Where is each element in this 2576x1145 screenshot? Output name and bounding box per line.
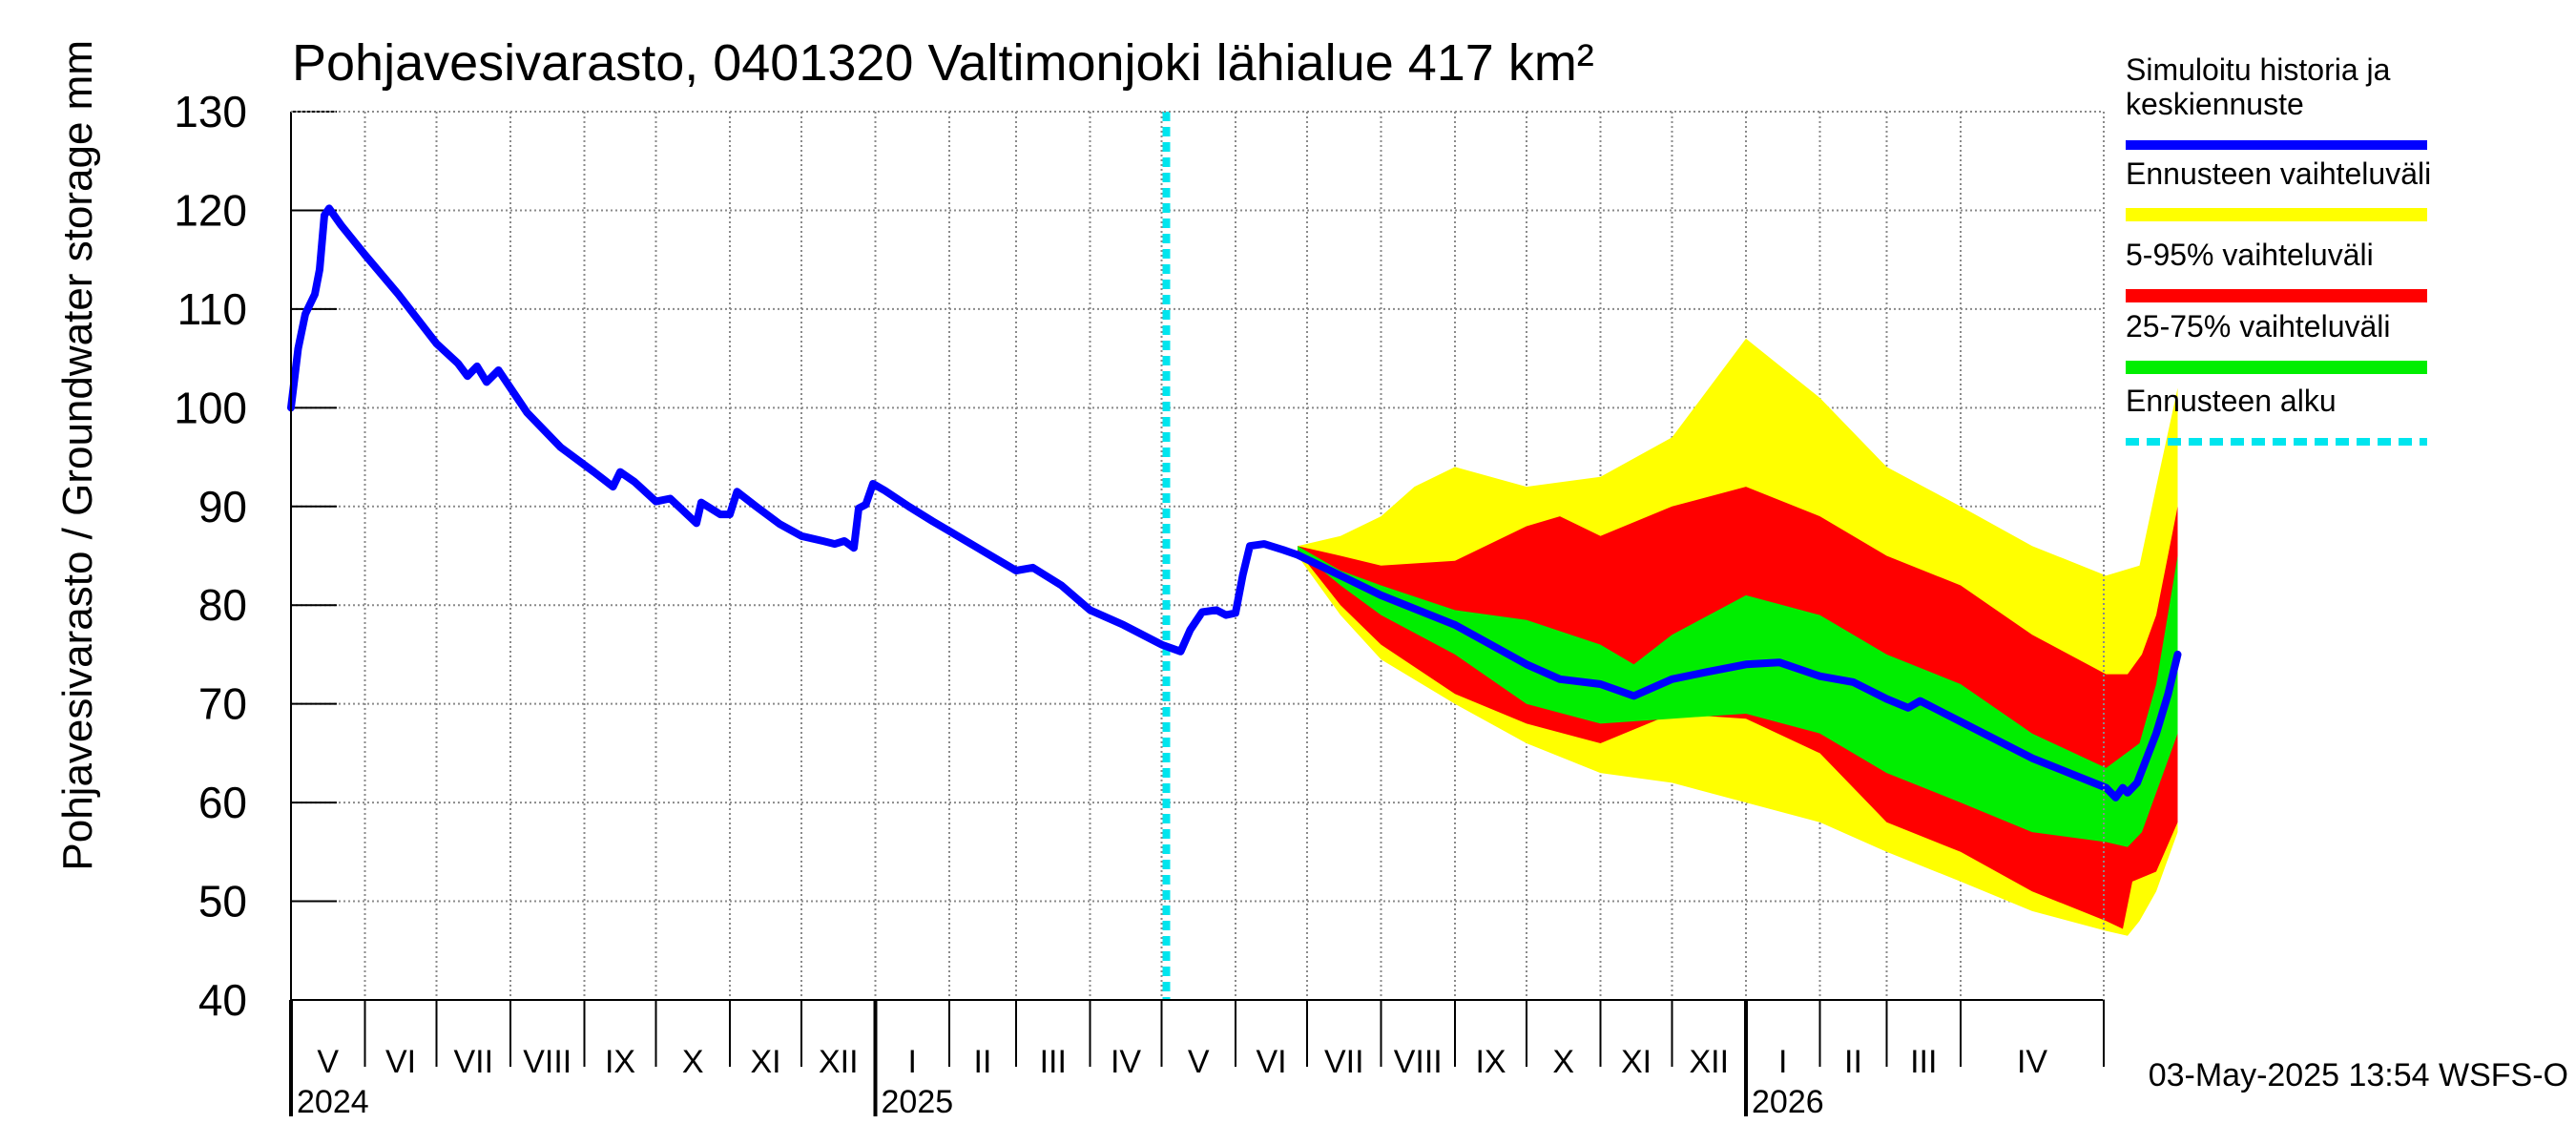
month-label: IV	[2017, 1044, 2047, 1080]
y-tick-label: 100	[174, 383, 247, 432]
month-label: I	[908, 1044, 917, 1080]
y-tick-label: 130	[174, 87, 247, 136]
legend-label: 5-95% vaihteluväli	[2126, 238, 2374, 272]
y-tick-label: 50	[198, 877, 247, 926]
month-label: III	[1910, 1044, 1937, 1080]
month-label: IX	[1475, 1044, 1506, 1080]
month-label: XI	[1621, 1044, 1652, 1080]
month-label: VII	[453, 1044, 493, 1080]
month-label: VI	[385, 1044, 416, 1080]
legend-label: keskiennuste	[2126, 87, 2304, 121]
y-tick-label: 40	[198, 975, 247, 1025]
month-label: X	[1552, 1044, 1574, 1080]
legend-label: Ennusteen alku	[2126, 384, 2337, 418]
y-tick-label: 80	[198, 580, 247, 630]
y-tick-label: 110	[177, 284, 247, 334]
month-label: III	[1040, 1044, 1067, 1080]
month-label: VIII	[1394, 1044, 1443, 1080]
y-tick-label: 120	[174, 185, 247, 235]
legend-label: 25-75% vaihteluväli	[2126, 309, 2391, 344]
legend-label: Ennusteen vaihteluväli	[2126, 156, 2431, 191]
year-label: 2024	[297, 1084, 369, 1120]
year-label: 2025	[882, 1084, 954, 1120]
month-label: X	[682, 1044, 704, 1080]
month-label: XII	[1689, 1044, 1729, 1080]
y-tick-label: 60	[198, 778, 247, 827]
month-label: VIII	[523, 1044, 571, 1080]
month-label: VII	[1324, 1044, 1364, 1080]
y-axis-label: Pohjavesivarasto / Groundwater storage m…	[54, 40, 101, 871]
month-label: V	[1188, 1044, 1210, 1080]
month-label: I	[1778, 1044, 1787, 1080]
y-tick-label: 70	[198, 679, 247, 729]
month-label: VI	[1256, 1044, 1286, 1080]
y-tick-label: 90	[198, 482, 247, 531]
month-label: IV	[1111, 1044, 1141, 1080]
month-label: XI	[750, 1044, 780, 1080]
chart-title: Pohjavesivarasto, 0401320 Valtimonjoki l…	[292, 34, 1594, 92]
legend-label: Simuloitu historia ja	[2126, 52, 2391, 87]
month-label: V	[317, 1044, 339, 1080]
month-label: IX	[605, 1044, 635, 1080]
month-label: II	[974, 1044, 992, 1080]
simulated-mean-line	[287, 204, 2182, 802]
year-label: 2026	[1752, 1084, 1824, 1120]
month-label: XII	[819, 1044, 859, 1080]
timestamp-footer: 03-May-2025 13:54 WSFS-O	[2149, 1057, 2568, 1093]
band-00ee00	[1298, 546, 2178, 847]
month-label: II	[1844, 1044, 1862, 1080]
